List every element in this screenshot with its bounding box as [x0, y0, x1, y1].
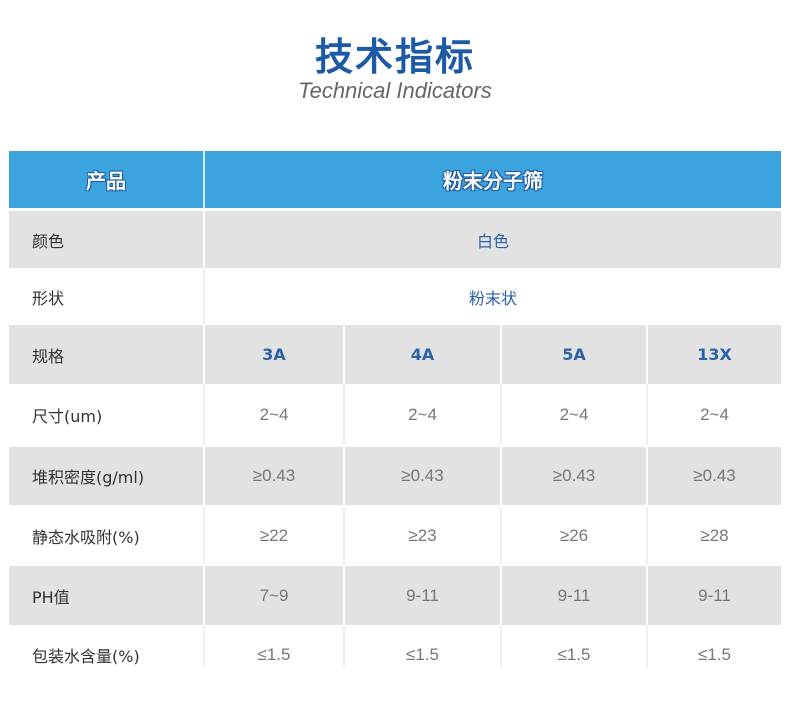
row-label: 尺寸(um) — [9, 384, 203, 445]
row-value: 9-11 — [500, 566, 646, 625]
row-value: 9-11 — [343, 566, 500, 625]
row-value: 粉末状 — [203, 268, 781, 325]
row-value: 3A — [203, 325, 343, 384]
row-label: PH值 — [9, 566, 203, 625]
row-value: ≥0.43 — [203, 447, 343, 505]
table-row: 形状 粉末状 — [9, 268, 781, 325]
row-value: ≤1.5 — [646, 625, 781, 668]
row-value: 2~4 — [646, 384, 781, 445]
row-label: 包装水含量(%) — [9, 625, 203, 668]
header-product: 粉末分子筛 — [203, 151, 781, 208]
row-value: 7~9 — [203, 566, 343, 625]
row-value: ≥28 — [646, 507, 781, 565]
table-header: 产品 粉末分子筛 — [9, 151, 781, 208]
row-value: ≤1.5 — [500, 625, 646, 668]
row-value: 2~4 — [203, 384, 343, 445]
row-value: 4A — [343, 325, 500, 384]
row-label: 规格 — [9, 325, 203, 384]
row-value: ≥26 — [500, 507, 646, 565]
table-row: 尺寸(um) 2~4 2~4 2~4 2~4 — [9, 384, 781, 445]
header-label: 产品 — [9, 151, 203, 208]
row-value: 9-11 — [646, 566, 781, 625]
row-label: 堆积密度(g/ml) — [9, 447, 203, 505]
row-label: 颜色 — [9, 211, 203, 268]
row-value: 白色 — [203, 211, 781, 268]
row-value: 2~4 — [343, 384, 500, 445]
table-row: 堆积密度(g/ml) ≥0.43 ≥0.43 ≥0.43 ≥0.43 — [9, 447, 781, 505]
row-value: ≥0.43 — [343, 447, 500, 505]
row-value: ≥22 — [203, 507, 343, 565]
row-value: ≥23 — [343, 507, 500, 565]
row-label: 静态水吸附(%) — [9, 507, 203, 565]
spec-table: 产品 粉末分子筛 颜色 白色 形状 粉末状 规格 3A 4A 5A 13X 尺寸(um) 2~4 2~… — [9, 151, 781, 668]
page-subtitle: Technical Indicators — [298, 78, 492, 103]
row-value: ≥0.43 — [500, 447, 646, 505]
row-value: 13X — [646, 325, 781, 384]
table-row: 颜色 白色 — [9, 211, 781, 268]
table-row: 包装水含量(%) ≤1.5 ≤1.5 ≤1.5 ≤1.5 — [9, 625, 781, 668]
table-row: PH值 7~9 9-11 9-11 9-11 — [9, 566, 781, 625]
row-label: 形状 — [9, 268, 203, 325]
row-value: ≥0.43 — [646, 447, 781, 505]
row-value: 2~4 — [500, 384, 646, 445]
row-value: 5A — [500, 325, 646, 384]
row-value: ≤1.5 — [343, 625, 500, 668]
table-row: 规格 3A 4A 5A 13X — [9, 325, 781, 384]
page-title: 技术指标 — [314, 35, 475, 79]
row-value: ≤1.5 — [203, 625, 343, 668]
table-row: 静态水吸附(%) ≥22 ≥23 ≥26 ≥28 — [9, 507, 781, 565]
